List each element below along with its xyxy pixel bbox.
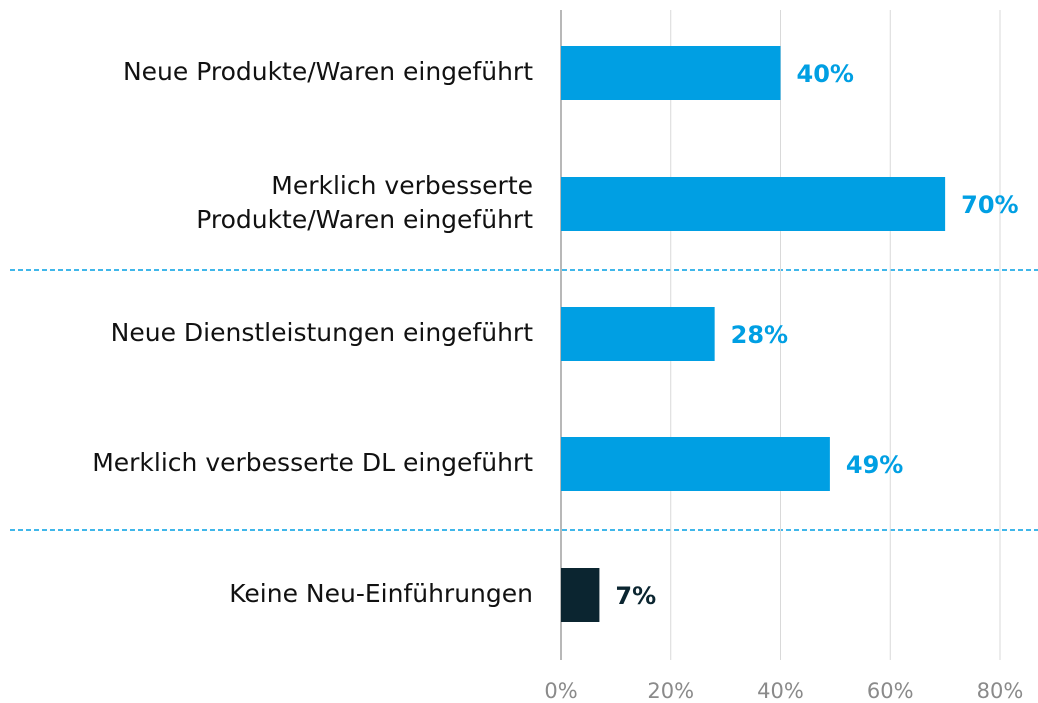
x-tick-label: 0% (544, 679, 577, 703)
category-label: Merklich verbesserte DL eingeführt (92, 448, 533, 477)
value-label: 70% (961, 191, 1018, 219)
category-label: Merklich verbesserte Produkte/Waren einge… (196, 171, 533, 234)
x-tick-label: 60% (867, 679, 914, 703)
x-tick-label: 20% (647, 679, 694, 703)
x-tick-label: 40% (757, 679, 804, 703)
category-label: Neue Dienstleistungen eingeführt (111, 318, 534, 347)
bar (561, 568, 600, 622)
x-tick-label: 80% (977, 679, 1024, 703)
category-label: Neue Produkte/Waren eingeführt (123, 57, 533, 86)
bar (561, 437, 830, 491)
category-label: Keine Neu-Einführungen (229, 579, 533, 608)
category-line: Merklich verbesserte (271, 171, 533, 200)
value-label: 40% (797, 60, 854, 88)
value-label: 7% (615, 582, 656, 610)
value-label: 49% (846, 451, 903, 479)
bar (561, 177, 946, 231)
category-line: Produkte/Waren eingeführt (196, 205, 533, 234)
bar (561, 46, 781, 100)
value-label: 28% (731, 321, 788, 349)
bar (561, 307, 715, 361)
